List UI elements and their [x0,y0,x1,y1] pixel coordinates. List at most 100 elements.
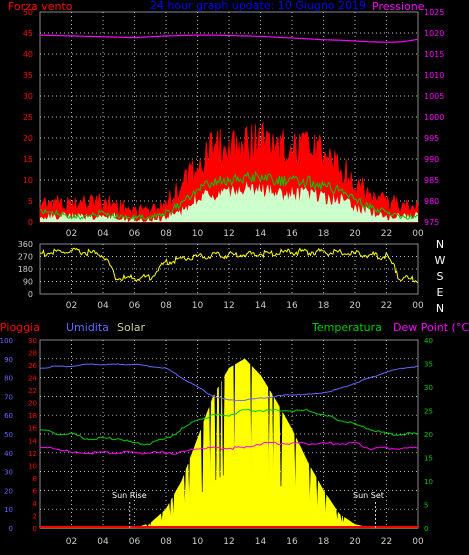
rain-ytick-12: 12 [28,450,37,458]
temp-ytick-35: 35 [424,361,433,369]
rain-ytick-26: 26 [28,362,37,370]
wind-xtick-08: 08 [160,229,172,239]
wind-ytick-0: 0 [28,218,33,227]
dir-ytick-90: 90 [23,278,33,287]
climate-series [39,358,419,529]
humidity-ytick-70: 70 [4,393,13,401]
climate-xtick-18: 18 [318,537,330,547]
humidity-ytick-50: 50 [4,431,13,439]
wind-xtick-02: 02 [66,229,77,239]
wind-ytick-45: 45 [23,29,33,38]
temp-ytick-10: 10 [424,478,433,486]
rain-ytick-6: 6 [33,487,38,495]
pressure-ytick-975: 975 [424,218,439,227]
wind-xtick-22: 22 [381,229,392,239]
climate-xtick-06: 06 [129,537,141,547]
wind-ytick-5: 5 [28,197,33,206]
wind-calm-area [40,181,418,222]
humidity-ytick-40: 40 [4,450,13,458]
compass-N-4: N [436,302,444,315]
dew-point-line [39,441,419,455]
dir-xtick-06: 06 [129,301,141,311]
humidity-ytick-20: 20 [4,487,13,495]
wind-direction-grid [40,244,418,294]
dir-ytick-360: 360 [18,240,33,249]
temp-ytick-30: 30 [424,384,433,392]
wind-xtick-10: 10 [192,229,204,239]
pressure-ytick-995: 995 [424,134,439,143]
temp-ytick-0: 0 [424,525,428,533]
humidity-ytick-10: 10 [4,506,13,514]
climate-xtick-02: 02 [66,537,77,547]
temperature-label: Temperatura [311,321,382,334]
climate-xtick-08: 08 [160,537,172,547]
rain-ytick-28: 28 [28,350,37,358]
climate-xtick-00: 00 [412,537,424,547]
humidity-ytick-30: 30 [4,469,13,477]
rain-ytick-16: 16 [28,425,37,433]
dir-xtick-08: 08 [160,301,172,311]
temp-ytick-25: 25 [424,408,433,416]
climate-xtick-14: 14 [255,537,267,547]
climate-xtick-20: 20 [349,537,361,547]
rain-ytick-22: 22 [28,387,37,395]
dir-ytick-0: 0 [28,290,33,299]
rain-ytick-18: 18 [28,412,37,420]
wind-ytick-15: 15 [23,155,33,164]
dir-xtick-00: 00 [412,301,424,311]
compass-W-1: W [435,254,446,267]
humidity-ytick-80: 80 [4,375,13,383]
sunset-annotation: Sun Set [353,491,384,500]
wind-xtick-14: 14 [255,229,267,239]
rain-ytick-10: 10 [28,462,37,470]
humidity-ytick-60: 60 [4,412,13,420]
pressure-label: Pressione [372,0,425,13]
wind-ytick-10: 10 [23,176,33,185]
humidity-ytick-0: 0 [9,525,13,533]
temp-ytick-40: 40 [424,337,433,345]
rain-ytick-0: 0 [33,525,37,533]
pressure-ytick-990: 990 [424,155,439,164]
dir-ytick-270: 270 [18,253,33,262]
climate-xtick-22: 22 [381,537,392,547]
wind-xtick-04: 04 [97,229,109,239]
dir-xtick-16: 16 [286,301,298,311]
wind-speed-label: Forza vento [8,0,73,13]
dir-xtick-04: 04 [97,301,109,311]
pressure-ytick-985: 985 [424,176,439,185]
pressure-ytick-980: 980 [424,197,439,206]
climate-xtick-16: 16 [286,537,298,547]
wind-ytick-35: 35 [23,71,33,80]
pressure-ytick-1000: 1000 [424,113,444,122]
wind-xtick-18: 18 [318,229,330,239]
temp-ytick-5: 5 [424,502,428,510]
humidity-ytick-100: 100 [0,337,13,345]
dir-xtick-02: 02 [66,301,77,311]
rain-ytick-30: 30 [28,337,37,345]
temperature-line [39,408,419,446]
dir-xtick-20: 20 [349,301,361,311]
wind-direction-series [39,247,419,284]
pressure-ytick-1025: 1025 [424,8,444,17]
dir-xtick-14: 14 [255,301,267,311]
pressure-ytick-1010: 1010 [424,71,444,80]
dir-xtick-12: 12 [223,301,234,311]
dir-xtick-18: 18 [318,301,330,311]
wind-ytick-25: 25 [23,113,33,122]
wind-direction-ticks: 0 90 180 270 360 02 04 06 08 10 12 14 16 18 20 22 00 [18,240,424,311]
wind-xtick-00: 00 [412,229,424,239]
wind-xtick-06: 06 [129,229,141,239]
wind-ytick-50: 50 [23,8,33,17]
dew-point-label: Dew Point (°C) [393,321,469,334]
pressure-ytick-1020: 1020 [424,29,444,38]
climate-panel: 0102030405060708090100024681012141618202… [0,321,469,547]
sunrise-annotation: Sun Rise [112,491,147,500]
solar-label: Solar [117,321,146,334]
dir-xtick-22: 22 [381,301,392,311]
temp-ytick-15: 15 [424,455,433,463]
wind-pressure-ticks: 0510152025303540455097598098599099510001… [23,8,445,239]
compass-E-3: E [437,286,444,299]
climate-xtick-12: 12 [223,537,234,547]
